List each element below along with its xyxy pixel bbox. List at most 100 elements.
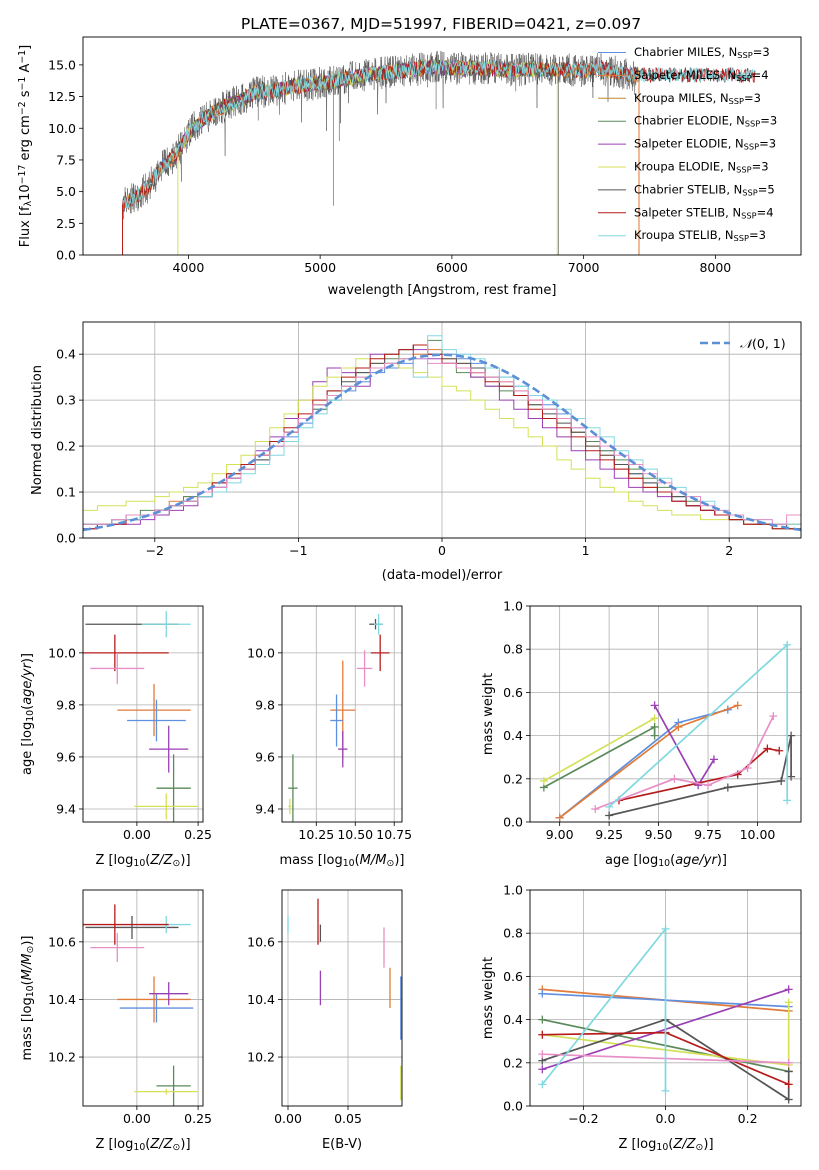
weight-series-marker bbox=[784, 985, 793, 994]
histogram-series bbox=[83, 335, 801, 525]
axes-frame bbox=[82, 36, 802, 256]
weight-series-marker bbox=[733, 701, 742, 710]
plot-area-spectrum bbox=[122, 50, 756, 255]
y-axis-label: mass weight bbox=[481, 673, 496, 755]
weight-series-marker bbox=[650, 722, 659, 731]
y-tick-label: 0.2 bbox=[503, 1055, 523, 1070]
histogram-series bbox=[83, 358, 801, 525]
weight-series-marker bbox=[777, 776, 786, 785]
x-tick-label: 5000 bbox=[304, 260, 336, 275]
y-tick-label: 0.8 bbox=[503, 642, 523, 657]
plot-area-mass_vs_ebv bbox=[287, 898, 402, 1101]
y-tick-label: 2.5 bbox=[56, 216, 76, 231]
x-tick-label: 9.75 bbox=[694, 827, 722, 842]
x-tick-label: 0.00 bbox=[123, 1111, 151, 1126]
legend-label: Kroupa MILES, NSSP=3 bbox=[634, 91, 761, 106]
legend-label: Salpeter STELIB, NSSP=4 bbox=[634, 205, 774, 220]
y-tick-label: 0.2 bbox=[56, 439, 76, 454]
x-tick-label: 9.25 bbox=[595, 827, 623, 842]
y-tick-label: 15.0 bbox=[48, 57, 76, 72]
y-tick-label: 10.0 bbox=[48, 645, 76, 660]
weight-series-marker bbox=[674, 722, 683, 731]
y-tick-label: 0.0 bbox=[503, 815, 523, 830]
weight-series-marker bbox=[743, 764, 752, 772]
y-tick-label: 9.8 bbox=[255, 697, 275, 712]
y-tick-label: 10.6 bbox=[247, 934, 275, 949]
y-tick-label: 9.4 bbox=[56, 801, 76, 816]
x-tick-label: 1 bbox=[582, 543, 590, 558]
x-axis-label: (data-model)/error bbox=[382, 568, 503, 583]
x-tick-label: 10.75 bbox=[376, 827, 412, 842]
x-axis-label: age [log10(age/yr)] bbox=[605, 853, 727, 869]
y-tick-label: 0.1 bbox=[56, 485, 76, 500]
legend: Chabrier MILES, NSSP=3 Salpeter MILES, NS… bbox=[598, 45, 777, 243]
figure-title: PLATE=0367, MJD=51997, FIBERID=0421, z=0… bbox=[241, 15, 641, 33]
plot-area-age_vs_Z bbox=[83, 611, 199, 822]
x-axis-label: Z [log10(Z/Z⊙)] bbox=[618, 1137, 713, 1153]
plot-area-residuals bbox=[83, 335, 801, 532]
legend-label: Kroupa STELIB, NSSP=3 bbox=[634, 228, 766, 243]
plot-area-weight_vs_age bbox=[539, 640, 796, 822]
axes-frame bbox=[82, 889, 204, 1107]
axes-weight_vs_age: 9.00 9.25 9.50 9.75 10.00 0.0 0.2 0.4 0.6 0.8 1.0 a… bbox=[481, 599, 802, 869]
x-tick-label: 9.50 bbox=[645, 827, 673, 842]
y-axis-label: Normed distribution bbox=[30, 365, 45, 495]
y-tick-label: 0.0 bbox=[56, 248, 76, 263]
legend-label: Chabrier MILES, NSSP=3 bbox=[634, 45, 770, 60]
weight-series-line bbox=[618, 747, 780, 802]
y-tick-label: 9.6 bbox=[56, 749, 76, 764]
y-axis-label: Flux [fλ10−17 erg cm−2 s−1 A−1] bbox=[17, 45, 34, 247]
x-tick-label: 10.00 bbox=[740, 827, 776, 842]
x-tick-label: 0.00 bbox=[123, 827, 151, 842]
axes-mass_vs_ebv: 0.00 0.05 10.2 10.4 10.6 E(B-V) bbox=[247, 889, 403, 1152]
y-axis-label: mass [log10(M/M⊙)] bbox=[20, 936, 36, 1061]
axes-age_vs_Z: 0.00 0.25 9.4 9.6 9.8 10.0 Z [log10(Z/Z⊙)] age … bbox=[20, 605, 212, 869]
y-tick-label: 10.4 bbox=[48, 992, 76, 1007]
weight-series-marker bbox=[769, 712, 778, 721]
y-tick-label: 10.4 bbox=[247, 992, 275, 1007]
x-tick-label: 0.0 bbox=[656, 1111, 676, 1126]
legend-label: Chabrier STELIB, NSSP=5 bbox=[634, 182, 775, 197]
weight-series-marker bbox=[555, 813, 564, 822]
y-tick-label: 12.5 bbox=[48, 89, 76, 104]
weight-series-marker bbox=[538, 1015, 547, 1024]
weight-series-marker bbox=[784, 998, 793, 1007]
y-tick-label: 10.6 bbox=[48, 934, 76, 949]
weight-series-line bbox=[543, 717, 656, 782]
weight-series-marker bbox=[650, 731, 659, 740]
legend-label: Salpeter MILES, NSSP=4 bbox=[634, 68, 769, 83]
x-axis-label: mass [log10(M/M⊙)] bbox=[280, 853, 405, 869]
y-axis-label: age [log10(age/yr)] bbox=[20, 653, 36, 775]
legend-label: Chabrier ELODIE, NSSP=3 bbox=[634, 114, 777, 129]
plot-area-age_vs_mass bbox=[288, 613, 390, 822]
weight-series-marker bbox=[538, 1030, 547, 1039]
legend-label: Kroupa ELODIE, NSSP=3 bbox=[634, 160, 769, 175]
y-tick-label: 10.0 bbox=[247, 645, 275, 660]
plot-area-mass_vs_Z bbox=[83, 904, 199, 1106]
x-axis-label: Z [log10(Z/Z⊙)] bbox=[95, 853, 190, 869]
y-tick-label: 0.4 bbox=[503, 728, 523, 743]
weight-series-marker bbox=[661, 924, 670, 933]
x-axis-label: E(B-V) bbox=[322, 1137, 362, 1152]
y-tick-label: 1.0 bbox=[503, 883, 523, 898]
weight-series-marker bbox=[723, 783, 732, 792]
axes-frame bbox=[281, 605, 403, 823]
weight-series-marker bbox=[661, 1086, 670, 1095]
normal-reference-curve bbox=[83, 353, 801, 532]
axes-mass_vs_Z: 0.00 0.25 10.2 10.4 10.6 Z [log10(Z/Z⊙)] mass … bbox=[20, 889, 212, 1153]
plot-area-weight_vs_Z bbox=[538, 924, 793, 1104]
weight-series-marker bbox=[775, 746, 784, 755]
axes-spectrum: 4000 5000 6000 7000 8000 0.0 2.5 5.0 7.5 10.0 12.5… bbox=[17, 36, 802, 298]
y-tick-label: 0.4 bbox=[56, 347, 76, 362]
weight-series-marker bbox=[605, 811, 614, 820]
x-tick-label: −0.2 bbox=[568, 1111, 598, 1126]
weight-series-marker bbox=[787, 731, 796, 740]
weight-series-marker bbox=[784, 1080, 793, 1089]
weight-series-marker bbox=[670, 774, 679, 783]
x-tick-label: 9.00 bbox=[546, 827, 574, 842]
y-tick-label: 9.8 bbox=[56, 697, 76, 712]
axes-residuals: −2 −1 0 1 2 0.0 0.1 0.2 0.3 0.4 𝒩(0, 1) (data-model… bbox=[30, 321, 802, 583]
weight-series-marker bbox=[539, 776, 548, 785]
